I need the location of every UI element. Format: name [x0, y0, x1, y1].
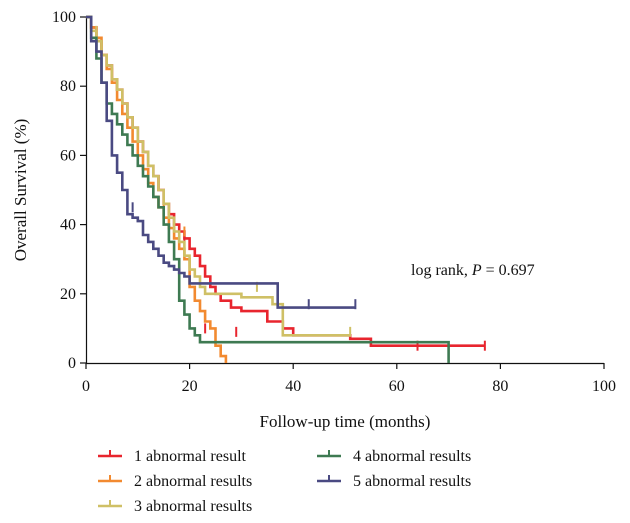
legend-item-5: 5 abnormal results [317, 473, 471, 490]
x-tick-label: 0 [82, 378, 90, 395]
p-symbol: P [471, 262, 482, 279]
x-ticks: 0 20 40 60 80 100 [82, 363, 616, 395]
legend-item-3: 3 abnormal results [98, 498, 252, 515]
legend: 1 abnormal result 2 abnormal results 3 abn… [98, 448, 471, 515]
x-tick-label: 60 [389, 378, 405, 395]
survival-curve-2 [86, 15, 228, 363]
legend-label: 4 abnormal results [353, 448, 471, 465]
legend-label: 5 abnormal results [353, 473, 471, 490]
y-tick-label: 0 [68, 355, 76, 372]
legend-item-2: 2 abnormal results [98, 473, 252, 490]
legend-label: 3 abnormal results [134, 498, 252, 515]
y-ticks: 0 20 40 60 80 100 [52, 9, 86, 372]
y-tick-label: 20 [60, 286, 76, 303]
survival-curve-5 [86, 15, 356, 309]
survival-curve-3 [86, 15, 351, 337]
legend-label: 2 abnormal results [134, 473, 252, 490]
y-tick-label: 60 [60, 147, 76, 164]
x-tick-label: 100 [592, 378, 616, 395]
y-tick-label: 100 [52, 9, 76, 26]
x-tick-label: 40 [285, 378, 301, 395]
x-axis-title: Follow-up time (months) [260, 412, 431, 431]
y-tick-label: 40 [60, 217, 76, 234]
legend-item-1: 1 abnormal result [98, 448, 247, 465]
log-rank-annotation: log rank, P = 0.697 [411, 262, 535, 279]
x-tick-label: 80 [492, 378, 508, 395]
y-tick-label: 80 [60, 78, 76, 95]
survival-curve-1 [86, 15, 485, 347]
y-axis-title: Overall Survival (%) [11, 119, 30, 262]
x-tick-label: 20 [182, 378, 198, 395]
p-value: = 0.697 [482, 262, 535, 279]
log-rank-prefix: log rank, [411, 262, 472, 279]
legend-label: 1 abnormal result [134, 448, 247, 465]
legend-item-4: 4 abnormal results [317, 448, 471, 465]
axes: 0 20 40 60 80 100 0 20 40 60 80 100 [52, 9, 616, 395]
survival-curves [86, 15, 486, 363]
